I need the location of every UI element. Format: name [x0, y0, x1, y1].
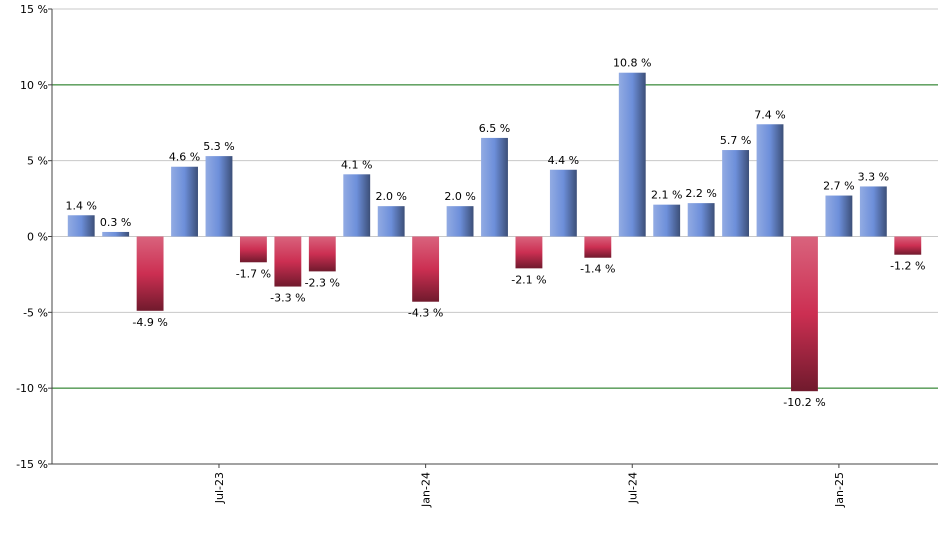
- bar: [446, 206, 474, 237]
- value-label: 2.0 %: [375, 190, 406, 203]
- x-tick-label: Jan-24: [420, 472, 433, 508]
- value-label: 4.6 %: [169, 151, 200, 164]
- y-tick-label: 5 %: [27, 155, 48, 168]
- value-label: 3.3 %: [858, 170, 889, 183]
- y-tick-label: 0 %: [27, 231, 48, 244]
- value-label: -1.2 %: [890, 260, 925, 273]
- value-label: -4.9 %: [132, 316, 167, 329]
- value-label: -1.7 %: [236, 267, 271, 280]
- bar: [239, 236, 267, 263]
- bar: [859, 186, 887, 237]
- bar: [205, 156, 233, 237]
- bar: [136, 236, 164, 311]
- y-tick-label: 10 %: [20, 79, 48, 92]
- value-label: 5.7 %: [720, 134, 751, 147]
- value-label: 6.5 %: [479, 122, 510, 135]
- y-tick-label: -15 %: [16, 458, 48, 471]
- bar: [171, 166, 198, 237]
- bar: [102, 231, 130, 237]
- bar: [549, 169, 577, 237]
- value-label: 5.3 %: [203, 140, 234, 153]
- bar: [67, 215, 95, 237]
- value-label: 2.2 %: [685, 187, 716, 200]
- value-label: 0.3 %: [100, 216, 131, 229]
- value-label: -3.3 %: [270, 292, 305, 305]
- value-label: 2.1 %: [651, 189, 682, 202]
- bar: [791, 236, 818, 392]
- value-label: -4.3 %: [408, 307, 443, 320]
- bar: [653, 204, 681, 237]
- value-label: -1.4 %: [580, 263, 615, 276]
- value-label: -2.3 %: [305, 276, 340, 289]
- value-label: -10.2 %: [783, 396, 825, 409]
- bar: [481, 137, 508, 237]
- value-label: 4.4 %: [548, 154, 579, 167]
- bar: [412, 236, 440, 302]
- value-label: 2.7 %: [823, 180, 854, 193]
- value-label: 1.4 %: [65, 199, 96, 212]
- bar: [687, 203, 715, 237]
- bar: [308, 236, 336, 272]
- x-tick-label: Jul-23: [213, 472, 226, 504]
- y-tick-label: 15 %: [20, 3, 48, 16]
- value-label: -2.1 %: [511, 273, 546, 286]
- x-tick-label: Jan-25: [833, 472, 846, 508]
- bar: [584, 236, 612, 258]
- value-label: 4.1 %: [341, 158, 372, 171]
- y-tick-label: -5 %: [23, 306, 48, 319]
- bar: [343, 174, 371, 237]
- bar: [274, 236, 302, 287]
- bar: [618, 72, 646, 237]
- bar: [377, 206, 405, 237]
- bar: [894, 236, 922, 255]
- bar: [756, 124, 784, 237]
- bar: [825, 195, 853, 237]
- value-label: 10.8 %: [613, 57, 651, 70]
- bar: [722, 150, 750, 237]
- value-label: 7.4 %: [754, 108, 785, 121]
- y-tick-label: -10 %: [16, 382, 48, 395]
- value-label: 2.0 %: [444, 190, 475, 203]
- x-tick-label: Jul-24: [626, 472, 639, 504]
- bar: [515, 236, 543, 269]
